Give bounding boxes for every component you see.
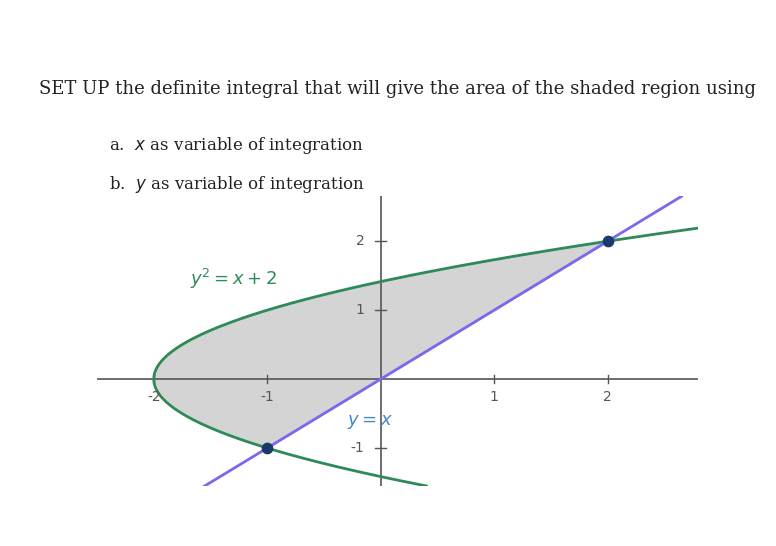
Text: SET UP the definite integral that will give the area of the shaded region using: SET UP the definite integral that will g… <box>40 80 756 98</box>
Text: $y = x$: $y = x$ <box>347 413 393 431</box>
Text: 1: 1 <box>355 303 365 317</box>
Text: $y^2 = x + 2$: $y^2 = x + 2$ <box>189 267 277 291</box>
Text: -1: -1 <box>351 441 365 455</box>
Text: b.  $y$ as variable of integration: b. $y$ as variable of integration <box>109 174 365 195</box>
Text: 1: 1 <box>490 390 499 404</box>
Text: 2: 2 <box>355 234 365 248</box>
Text: 2: 2 <box>603 390 612 404</box>
Text: -2: -2 <box>147 390 161 404</box>
Text: -1: -1 <box>260 390 274 404</box>
Point <box>601 237 614 246</box>
Point <box>261 444 273 453</box>
Text: a.  $x$ as variable of integration: a. $x$ as variable of integration <box>109 135 364 157</box>
